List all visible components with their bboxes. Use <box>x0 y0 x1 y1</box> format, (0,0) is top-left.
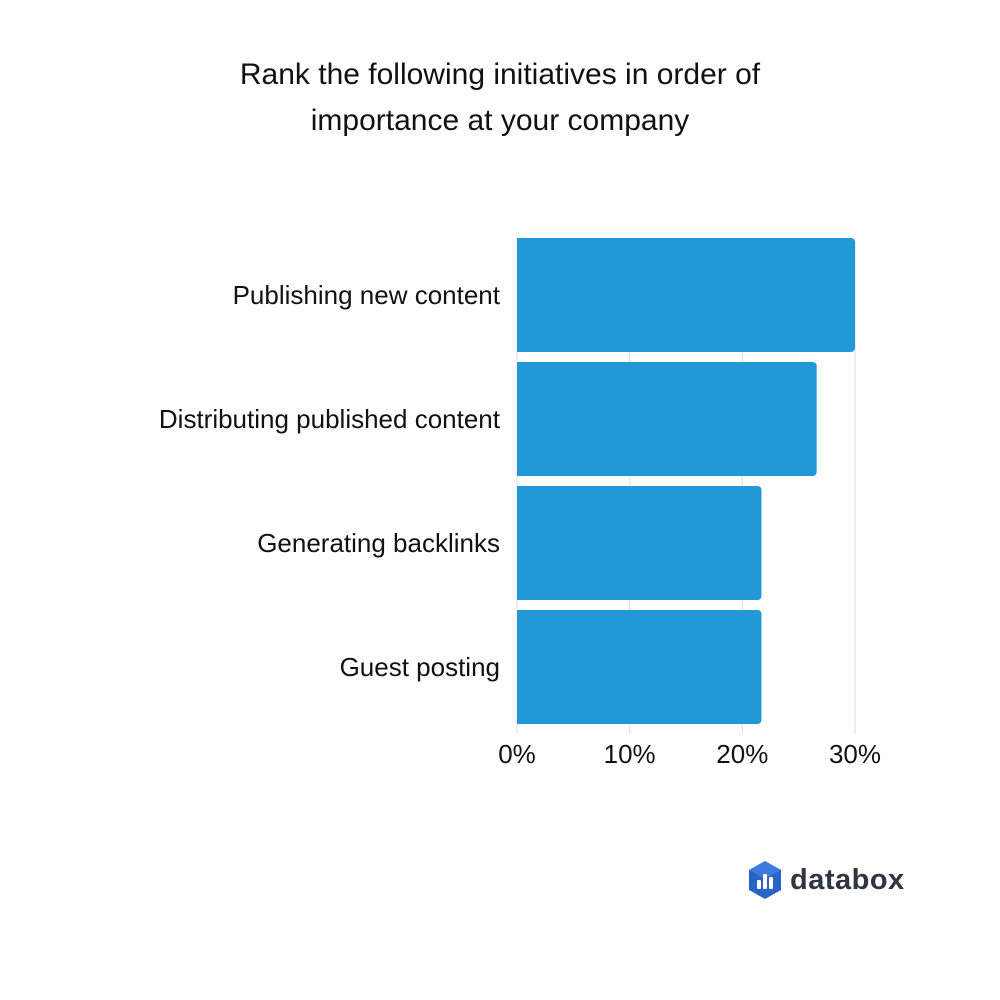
bar <box>517 362 817 476</box>
x-tick-label: 0% <box>498 739 536 769</box>
bar <box>517 238 855 352</box>
bar-left-edge <box>517 610 525 724</box>
bar-left-edge <box>517 362 525 476</box>
chart-title: Rank the following initiatives in order … <box>100 52 900 144</box>
bar-left-edge <box>517 238 525 352</box>
x-tick-label: 30% <box>829 739 881 769</box>
x-tick-label: 10% <box>604 739 656 769</box>
x-tick-label: 20% <box>716 739 768 769</box>
bar-left-edge <box>517 486 525 600</box>
databox-logo-icon <box>749 861 781 899</box>
bar <box>517 486 762 600</box>
brand-name: databox <box>790 863 905 896</box>
category-label: Guest posting <box>340 652 500 682</box>
chart-title-line-2: importance at your company <box>310 104 690 137</box>
category-label: Distributing published content <box>159 404 501 434</box>
category-label: Publishing new content <box>233 280 501 310</box>
bar <box>517 610 762 724</box>
brand-logo: databox <box>748 858 905 902</box>
category-label: Generating backlinks <box>257 528 500 558</box>
chart-title-line-1: Rank the following initiatives in order … <box>239 58 761 91</box>
